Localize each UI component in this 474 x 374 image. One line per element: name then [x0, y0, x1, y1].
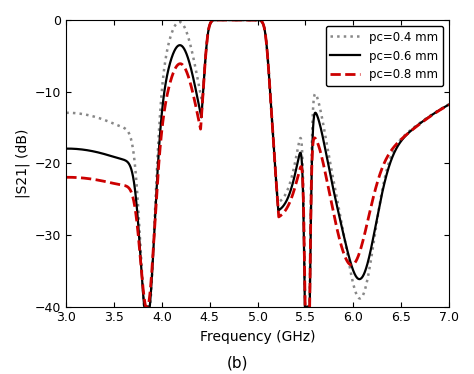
pc=0.4 mm [435, 109, 440, 113]
Y-axis label: |S21| (dB): |S21| (dB) [15, 129, 29, 198]
Text: (b): (b) [226, 355, 248, 370]
pc=0.6 mm [227, 18, 233, 22]
pc=0.6 mm [435, 109, 440, 114]
pc=0.8 mm [416, 123, 421, 127]
pc=0.8 mm [224, 18, 230, 22]
pc=0.6 mm [224, 18, 230, 22]
pc=0.6 mm [416, 122, 421, 127]
pc=0.8 mm [246, 18, 251, 22]
pc=0.6 mm [228, 18, 233, 22]
Legend: pc=0.4 mm, pc=0.6 mm, pc=0.8 mm: pc=0.4 mm, pc=0.6 mm, pc=0.8 mm [326, 26, 443, 86]
pc=0.8 mm [435, 109, 440, 114]
Line: pc=0.6 mm: pc=0.6 mm [66, 20, 449, 307]
Line: pc=0.4 mm: pc=0.4 mm [66, 20, 449, 307]
pc=0.8 mm [342, 253, 347, 258]
pc=0.6 mm [446, 102, 452, 107]
pc=0.4 mm [446, 102, 452, 107]
pc=0.4 mm [246, 18, 251, 22]
pc=0.4 mm [141, 304, 147, 309]
Line: pc=0.8 mm: pc=0.8 mm [66, 20, 449, 307]
pc=0.8 mm [64, 175, 69, 180]
pc=0.6 mm [342, 236, 347, 241]
pc=0.6 mm [246, 18, 251, 22]
pc=0.4 mm [416, 122, 421, 126]
pc=0.8 mm [227, 18, 233, 22]
pc=0.4 mm [227, 18, 233, 22]
pc=0.4 mm [224, 18, 230, 22]
pc=0.4 mm [228, 18, 233, 22]
pc=0.6 mm [64, 146, 69, 151]
pc=0.8 mm [143, 304, 148, 309]
pc=0.8 mm [228, 18, 233, 22]
pc=0.4 mm [64, 111, 69, 115]
pc=0.6 mm [141, 304, 147, 309]
pc=0.4 mm [342, 237, 347, 241]
X-axis label: Frequency (GHz): Frequency (GHz) [200, 330, 315, 344]
pc=0.8 mm [446, 102, 452, 107]
